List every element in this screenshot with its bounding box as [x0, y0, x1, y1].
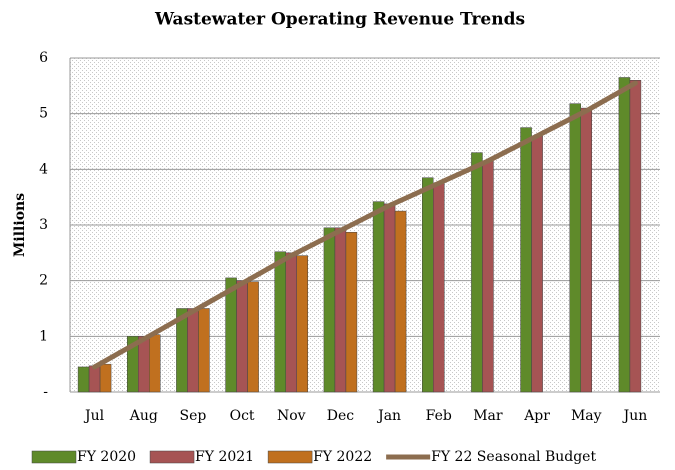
x-tick-label: May [571, 408, 602, 424]
bar [198, 308, 210, 393]
legend-label: FY 22 Seasonal Budget [431, 449, 596, 465]
y-tick-label: 2 [39, 273, 48, 289]
legend-swatch [31, 450, 77, 464]
x-tick-label: Jun [622, 408, 648, 424]
bar [372, 201, 385, 393]
bar [187, 308, 199, 393]
bar [433, 183, 445, 393]
bar [323, 227, 336, 393]
x-tick-label: Jan [376, 408, 401, 424]
bar [296, 255, 308, 393]
bar [580, 107, 592, 393]
y-tick-label: - [43, 384, 48, 400]
bar [471, 152, 483, 393]
bar [285, 252, 297, 393]
x-tick-label: Aug [129, 408, 158, 424]
x-tick-label: Feb [426, 408, 452, 424]
bar [99, 363, 112, 393]
y-tick-label: 4 [39, 161, 48, 177]
bar [225, 277, 237, 393]
bar [149, 334, 161, 393]
line-series [92, 80, 638, 370]
legend-label: FY 2022 [313, 449, 372, 465]
legend-label: FY 2021 [195, 449, 254, 465]
bar [88, 365, 101, 393]
bar [334, 227, 347, 393]
bar [618, 77, 631, 393]
legend-swatch [267, 450, 313, 464]
x-tick-label: Apr [523, 408, 550, 424]
x-tick-label: Dec [327, 408, 355, 424]
bar [236, 280, 248, 393]
bar [345, 231, 358, 393]
bar [274, 251, 286, 393]
x-tick-label: Sep [179, 408, 206, 424]
x-tick-label: Mar [473, 408, 503, 424]
bar [394, 210, 407, 393]
y-tick-label: 6 [39, 50, 48, 66]
legend-swatch [149, 450, 195, 464]
y-tick-label: 1 [39, 328, 48, 344]
x-tick-label: Nov [277, 408, 306, 424]
chart-title: Wastewater Operating Revenue Trends [154, 10, 525, 30]
bar [569, 103, 581, 393]
x-tick-label: Oct [230, 408, 255, 424]
y-tick-label: 3 [39, 217, 48, 233]
bar [482, 160, 494, 393]
bar [77, 366, 90, 393]
bar [383, 203, 396, 393]
bar [520, 127, 532, 393]
y-tick-label: 5 [39, 106, 48, 122]
legend-label: FY 2020 [77, 449, 136, 465]
y-axis-label: Millions [12, 193, 28, 257]
x-tick-label: Jul [83, 408, 105, 424]
bar [422, 177, 434, 393]
bar [247, 281, 259, 393]
bar [629, 80, 642, 393]
bar [138, 336, 150, 393]
bar [531, 135, 543, 393]
